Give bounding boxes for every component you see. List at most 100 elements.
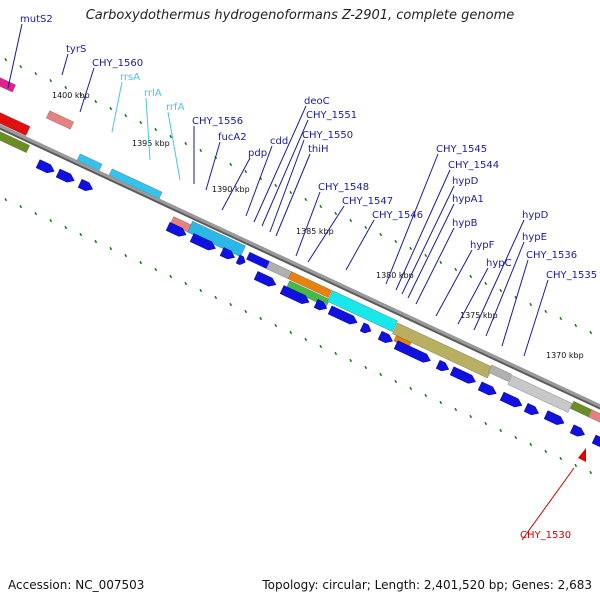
leader-line	[295, 191, 321, 257]
feature-band-rect	[0, 103, 31, 136]
feature-band	[187, 220, 246, 257]
tick-mark	[34, 211, 38, 216]
gene-label[interactable]: rrlA	[144, 88, 162, 99]
leader-line	[61, 53, 69, 76]
tick-mark	[94, 99, 98, 104]
cds-arrow-shape	[523, 403, 539, 416]
cds-arrow-shape	[189, 233, 216, 251]
tick-mark	[304, 197, 308, 202]
cds-arrow-shape	[569, 424, 585, 437]
gene-labels: mutS2 tyrS CHY_1560 rrsA rrlA rrfA CHY_1556fuc…	[7, 14, 597, 541]
gene-label[interactable]: CHY_1545	[436, 144, 487, 155]
leader-line	[7, 23, 23, 89]
tick-mark	[154, 127, 158, 132]
cds-arrow-shape	[377, 330, 393, 343]
highlight-marker	[578, 448, 586, 462]
tick-mark	[94, 239, 98, 244]
scale-label: 1395 kbp	[132, 139, 170, 148]
leader-line	[395, 169, 451, 291]
gene-label[interactable]: CHY_1544	[448, 160, 499, 171]
tick-mark	[349, 218, 353, 223]
gene-label[interactable]: CHY_1550	[302, 130, 353, 141]
feature-band-rect	[187, 220, 246, 257]
gene-label[interactable]: CHY_1530	[520, 530, 571, 541]
gene-label[interactable]: CHY_1556	[192, 116, 243, 127]
leader-line	[221, 157, 251, 211]
gene-label[interactable]: CHY_1536	[526, 250, 577, 261]
tick-mark	[529, 442, 533, 447]
tick-mark	[199, 148, 203, 153]
cds-arrow	[449, 366, 476, 384]
cds-arrow	[499, 391, 523, 408]
tick-mark	[484, 281, 488, 286]
cds-arrow-shape	[235, 254, 246, 266]
leader-line	[261, 119, 309, 227]
gene-label[interactable]: hypD	[522, 210, 549, 221]
gene-label[interactable]: rrsA	[120, 72, 140, 83]
tick-mark	[589, 470, 593, 475]
cds-arrow	[377, 330, 393, 343]
cds-arrow	[55, 168, 75, 183]
tick-mark	[79, 232, 83, 237]
gene-label[interactable]: hypD	[452, 176, 479, 187]
gene-label[interactable]: deoC	[304, 96, 330, 107]
gene-label[interactable]: hypE	[522, 232, 547, 243]
tick-mark	[184, 281, 188, 286]
tick-mark	[289, 330, 293, 335]
cds-arrow-shape	[35, 159, 55, 174]
cds-arrow	[569, 424, 585, 437]
gene-label[interactable]: tyrS	[66, 44, 86, 55]
leader-line	[111, 81, 123, 133]
tick-mark	[4, 197, 8, 202]
cds-arrow-shape	[499, 391, 523, 408]
genome-backbone	[0, 124, 600, 410]
gene-label[interactable]: hypB	[452, 218, 478, 229]
gene-label[interactable]: rrfA	[166, 102, 185, 113]
gene-label[interactable]: CHY_1547	[342, 196, 393, 207]
tick-mark	[139, 260, 143, 265]
cds-arrow	[235, 254, 246, 266]
feature-band	[0, 74, 16, 93]
cds-arrow-shape	[279, 285, 310, 304]
gene-label[interactable]: CHY_1551	[306, 110, 357, 121]
cds-arrow	[359, 322, 372, 334]
tick-mark	[334, 211, 338, 216]
gene-label[interactable]: thiH	[308, 144, 329, 155]
tick-mark	[79, 92, 83, 97]
leader-line	[435, 249, 473, 317]
feature-band-rect	[0, 122, 30, 153]
gene-label[interactable]: CHY_1535	[546, 270, 597, 281]
gene-label[interactable]: hypF	[470, 240, 495, 251]
backbone-line	[0, 124, 600, 408]
tick-mark	[574, 463, 578, 468]
gene-label[interactable]: cdd	[270, 136, 288, 147]
cds-arrow-shape	[591, 434, 600, 447]
cds-arrow-shape	[327, 305, 358, 325]
tick-mark	[229, 302, 233, 307]
leader-line	[205, 141, 221, 191]
tick-mark	[409, 386, 413, 391]
tick-mark	[274, 183, 278, 188]
leader-line	[407, 203, 455, 299]
gene-label[interactable]: hypC	[486, 258, 512, 269]
gene-label[interactable]: pdp	[248, 148, 267, 159]
tick-mark	[589, 330, 593, 335]
gene-label[interactable]: CHY_1548	[318, 182, 369, 193]
feature-band	[0, 122, 30, 153]
gene-label[interactable]: hypA1	[452, 194, 484, 205]
feature-band-rect	[46, 110, 74, 130]
tick-mark	[19, 204, 23, 209]
gene-label[interactable]: CHY_1546	[372, 210, 423, 221]
gene-label[interactable]: fucA2	[218, 132, 247, 143]
tick-mark	[244, 169, 248, 174]
cds-arrow	[189, 233, 216, 251]
tick-mark	[289, 190, 293, 195]
cds-arrow	[393, 340, 431, 363]
cds-arrow-shape	[449, 366, 476, 384]
tick-mark	[139, 120, 143, 125]
gene-label[interactable]: mutS2	[20, 14, 53, 25]
tick-mark	[214, 295, 218, 300]
gene-label[interactable]: CHY_1560	[92, 58, 143, 69]
tick-mark	[319, 344, 323, 349]
